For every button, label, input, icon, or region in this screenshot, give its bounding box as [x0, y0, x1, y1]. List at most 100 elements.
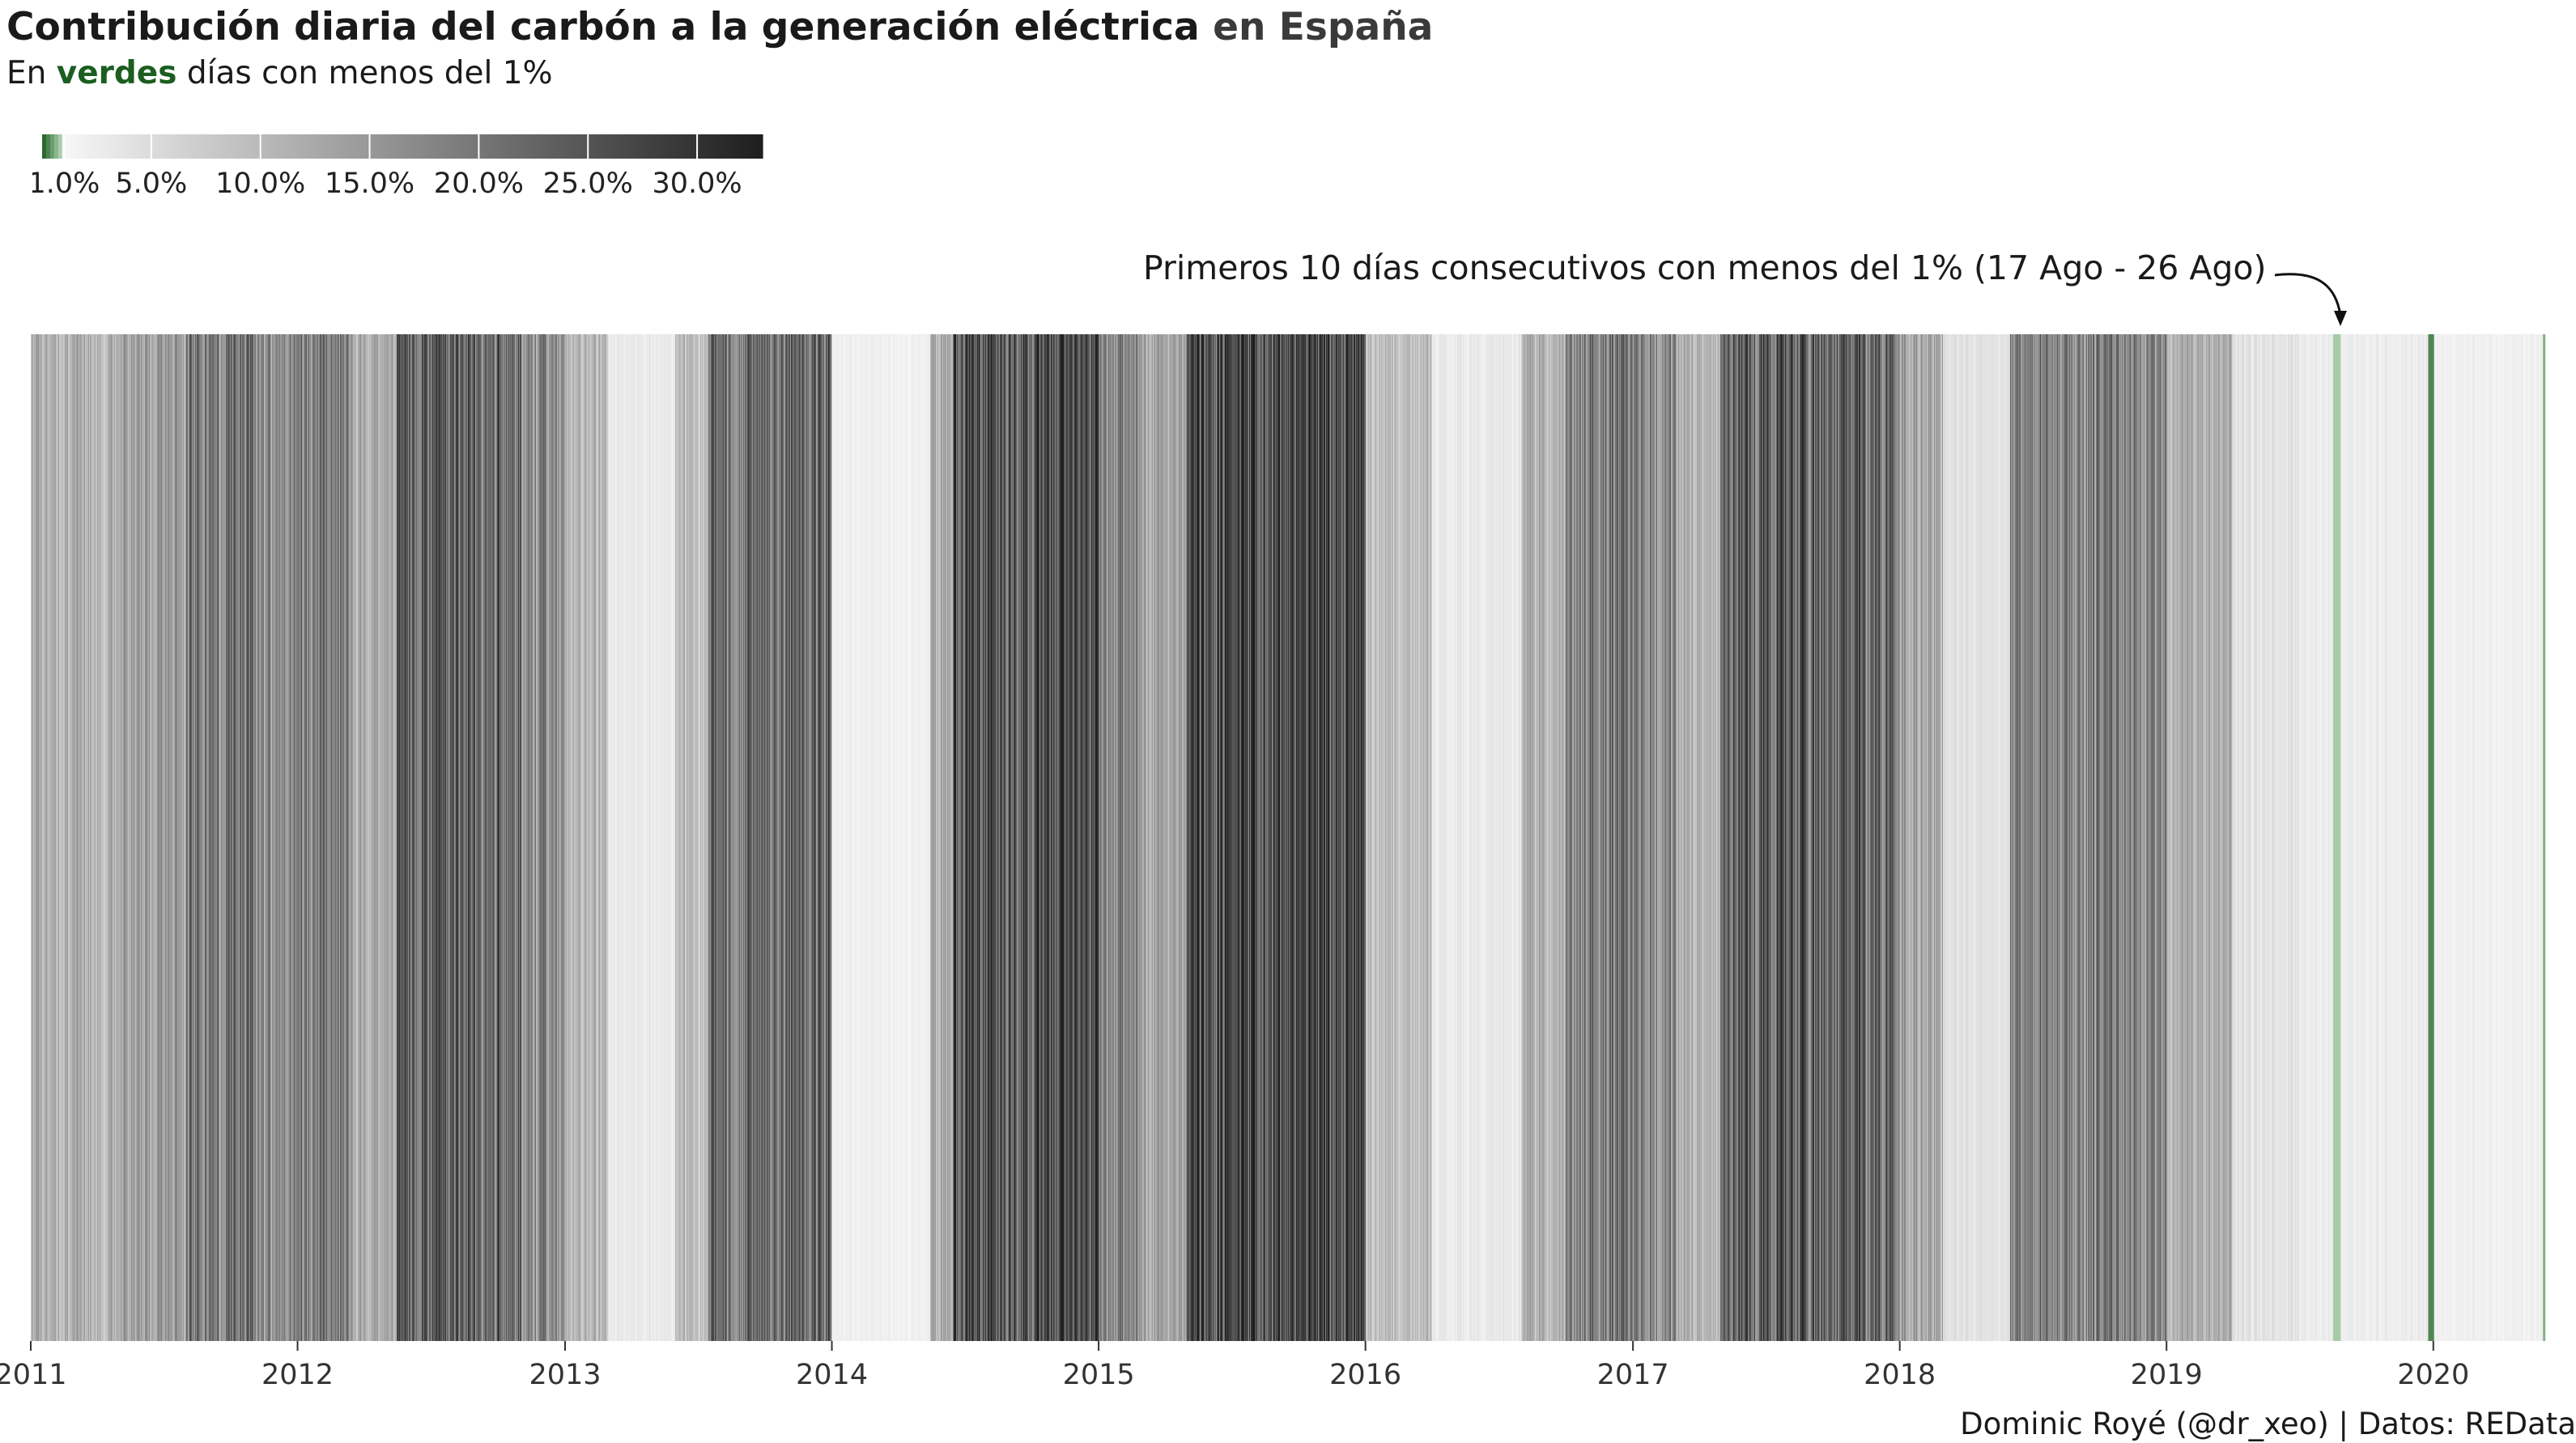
day-bar	[1291, 334, 1293, 1341]
day-bar	[1138, 334, 1141, 1341]
day-bar	[772, 334, 774, 1341]
day-bar	[1107, 334, 1109, 1341]
day-bar	[40, 334, 41, 1341]
day-bar	[387, 334, 389, 1341]
day-bar	[2319, 334, 2321, 1341]
day-bar	[848, 334, 850, 1341]
day-bar	[1343, 334, 1345, 1341]
legend-swatch	[590, 134, 595, 159]
day-bar	[313, 334, 315, 1341]
legend-swatch	[94, 134, 99, 159]
day-bar	[1303, 334, 1305, 1341]
day-bar	[881, 334, 882, 1341]
day-bar	[829, 334, 831, 1341]
day-bar	[210, 334, 212, 1341]
day-bar	[1665, 334, 1667, 1341]
day-bar	[1719, 334, 1721, 1341]
day-bar	[2273, 334, 2276, 1341]
day-bar	[763, 334, 764, 1341]
day-bar	[2019, 334, 2021, 1341]
legend-swatch	[330, 134, 335, 159]
day-bar	[2265, 334, 2267, 1341]
day-bar	[1841, 334, 1843, 1341]
day-bar	[2366, 334, 2368, 1341]
day-bar	[658, 334, 660, 1341]
day-bar	[2424, 334, 2425, 1341]
day-bar	[399, 334, 401, 1341]
day-bar	[249, 334, 251, 1341]
day-bar	[854, 334, 856, 1341]
day-bar	[346, 334, 348, 1341]
day-bar	[126, 334, 128, 1341]
day-bar	[740, 334, 742, 1341]
day-bar	[2263, 334, 2264, 1341]
day-bar	[937, 334, 938, 1341]
day-bar	[2177, 334, 2179, 1341]
day-bar	[1955, 334, 1957, 1341]
day-bar	[2490, 334, 2492, 1341]
day-bar	[862, 334, 864, 1341]
day-bar	[1810, 334, 1812, 1341]
day-bar	[1630, 334, 1631, 1341]
day-bar	[1928, 334, 1931, 1341]
day-bar	[176, 334, 177, 1341]
day-bar	[806, 334, 808, 1341]
day-bar	[1127, 334, 1129, 1341]
day-bar	[277, 334, 278, 1341]
day-bar	[1507, 334, 1509, 1341]
day-bar	[1084, 334, 1086, 1341]
day-bar	[531, 334, 533, 1341]
day-bar	[1811, 334, 1813, 1341]
day-bar	[2039, 334, 2041, 1341]
day-bar	[821, 334, 823, 1341]
day-bar	[927, 334, 929, 1341]
day-bar	[1079, 334, 1081, 1341]
day-bar	[916, 334, 918, 1341]
day-bar	[1287, 334, 1289, 1341]
day-bar	[89, 334, 91, 1341]
day-bar	[2535, 334, 2536, 1341]
day-bar	[824, 334, 826, 1341]
day-bar	[837, 334, 840, 1341]
day-bar	[2423, 334, 2425, 1341]
legend-swatch	[42, 134, 47, 159]
day-bar	[1146, 334, 1148, 1341]
day-bar	[1041, 334, 1043, 1341]
day-bar	[858, 334, 860, 1341]
day-bar	[135, 334, 137, 1341]
day-bar	[1527, 334, 1528, 1341]
day-bar	[1877, 334, 1879, 1341]
day-bar	[1453, 334, 1456, 1341]
day-bar	[1983, 334, 1985, 1341]
day-bar	[1775, 334, 1777, 1341]
day-bar	[1936, 334, 1938, 1341]
day-bar	[2082, 334, 2084, 1341]
day-bar	[420, 334, 422, 1341]
day-bar	[1160, 334, 1163, 1341]
day-bar	[757, 334, 759, 1341]
day-bar	[2115, 334, 2118, 1341]
day-bar	[1363, 334, 1366, 1341]
day-bar	[1860, 334, 1862, 1341]
day-bar	[1586, 334, 1588, 1341]
day-bar	[990, 334, 992, 1341]
day-bar	[1400, 334, 1401, 1341]
day-bar	[384, 334, 385, 1341]
day-bar	[1159, 334, 1162, 1341]
legend-swatch	[646, 134, 652, 159]
day-bar	[1121, 334, 1123, 1341]
legend-swatch	[594, 134, 599, 159]
day-bar	[162, 334, 164, 1341]
day-bar	[280, 334, 283, 1341]
day-bar	[321, 334, 323, 1341]
day-bar	[463, 334, 465, 1341]
day-bar	[714, 334, 716, 1341]
day-bar	[1350, 334, 1351, 1341]
day-bar	[1850, 334, 1851, 1341]
day-bar	[2311, 334, 2314, 1341]
subtitle-prefix: En	[6, 55, 47, 91]
day-bar	[2111, 334, 2113, 1341]
legend-label: 20.0%	[434, 168, 524, 200]
day-bar	[1011, 334, 1013, 1341]
day-bar	[2485, 334, 2487, 1341]
